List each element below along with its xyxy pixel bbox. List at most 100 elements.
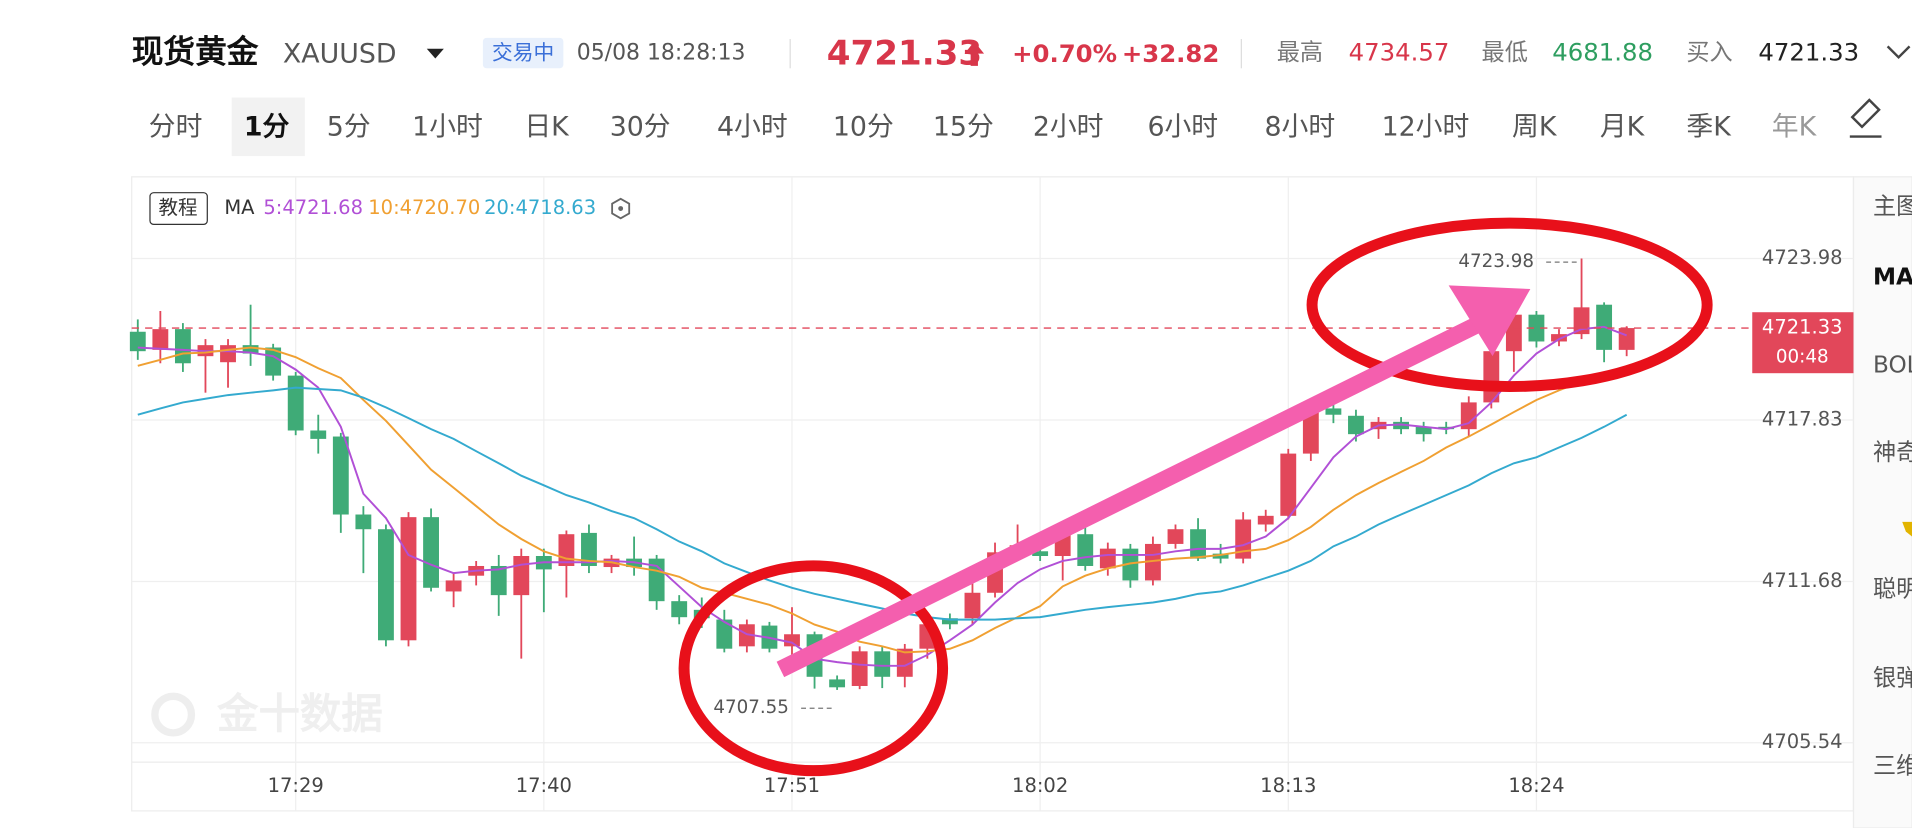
settings-icon[interactable] bbox=[611, 197, 631, 220]
watermark: 金十数据 bbox=[216, 690, 383, 738]
candle-body bbox=[716, 619, 733, 649]
candle-body bbox=[941, 618, 958, 625]
candle-body bbox=[1393, 421, 1410, 430]
last-price-label: 4721.33 bbox=[1762, 316, 1843, 339]
high-value: 4734.57 bbox=[1349, 38, 1450, 67]
low-value: 4681.88 bbox=[1552, 38, 1653, 67]
sidebar-item[interactable]: 三维 bbox=[1873, 754, 1912, 780]
status-text: 交易中 bbox=[492, 41, 554, 65]
y-tick-label: 4705.54 bbox=[1762, 730, 1843, 753]
candle-body bbox=[581, 532, 597, 566]
price: 4721.33 bbox=[827, 33, 982, 73]
x-tick-label: 17:40 bbox=[516, 774, 572, 797]
tab[interactable]: 5分 bbox=[327, 112, 371, 143]
period-tabs: 分时 1分 5分 1小时 日K 30分 4小时 10分 15分 2小时 6小时 8小时 12小时 周K 月K… bbox=[149, 97, 1818, 157]
sidebar-items: 主图 MA BOL 神奇聪明银弹三维 bbox=[1873, 194, 1912, 780]
candle-body bbox=[1032, 551, 1049, 557]
candle-body bbox=[874, 651, 891, 677]
candle-body bbox=[1145, 543, 1161, 581]
tab[interactable]: 6小时 bbox=[1147, 112, 1218, 143]
candle-body bbox=[784, 634, 800, 647]
sidebar-icon bbox=[1902, 521, 1912, 537]
candle-body bbox=[423, 517, 439, 588]
legend-entry: 20:4718.63 bbox=[484, 196, 596, 219]
datetime: 05/08 18:28:13 bbox=[577, 41, 746, 66]
legend-entry: 10:4720.70 bbox=[368, 196, 480, 219]
x-tick-label: 17:51 bbox=[764, 774, 820, 797]
symbol[interactable]: XAUUSD bbox=[283, 38, 397, 69]
tutorial-button[interactable] bbox=[149, 192, 208, 225]
countdown: 00:48 bbox=[1776, 346, 1829, 367]
candle-body bbox=[671, 601, 688, 618]
ma-label: MA bbox=[224, 196, 255, 219]
candle-body bbox=[1460, 402, 1477, 430]
tab-active-bg[interactable] bbox=[231, 97, 305, 157]
up-arrow-icon bbox=[964, 41, 985, 66]
tutorial-text[interactable]: 教程 bbox=[159, 196, 198, 219]
candle-body bbox=[1348, 415, 1364, 435]
tab[interactable]: 8小时 bbox=[1265, 112, 1336, 143]
sidebar-item[interactable]: 银弹 bbox=[1873, 666, 1912, 692]
sidebar-item[interactable]: 主图 bbox=[1873, 194, 1912, 220]
ma-line bbox=[137, 346, 1627, 654]
tab[interactable]: 15分 bbox=[933, 112, 994, 143]
candle-body bbox=[220, 345, 236, 363]
y-tick-label: 4723.98 bbox=[1762, 246, 1843, 269]
change-pct: +0.70% bbox=[1012, 39, 1117, 68]
tab[interactable]: 12小时 bbox=[1382, 112, 1470, 143]
y-tick-label: 4717.83 bbox=[1762, 407, 1843, 430]
candle-body bbox=[1415, 426, 1432, 435]
candle-body bbox=[287, 375, 304, 431]
ma-line bbox=[137, 325, 1628, 667]
tab[interactable]: 1小时 bbox=[412, 112, 483, 143]
dropdown-icon[interactable] bbox=[426, 48, 444, 59]
tab[interactable]: 月K bbox=[1600, 112, 1646, 143]
tab[interactable]: 季K bbox=[1686, 112, 1732, 143]
expand-icon[interactable] bbox=[1886, 45, 1911, 60]
tab[interactable]: 4小时 bbox=[717, 112, 788, 143]
candle-body bbox=[1280, 453, 1297, 516]
low-label: 最低 bbox=[1482, 40, 1528, 66]
tab[interactable]: 1分 bbox=[244, 112, 290, 143]
watermark-logo bbox=[151, 692, 196, 737]
tab[interactable]: 10分 bbox=[833, 112, 894, 143]
sidebar-item[interactable]: 神奇 bbox=[1873, 440, 1912, 466]
candle-body bbox=[558, 534, 575, 566]
high-label: 最高 bbox=[1277, 40, 1323, 66]
candle-body bbox=[310, 430, 327, 439]
tab[interactable]: 周K bbox=[1512, 112, 1558, 143]
sidebar-item[interactable]: BOL bbox=[1873, 352, 1912, 378]
circle-annotation bbox=[678, 560, 949, 777]
candle-body bbox=[174, 329, 191, 364]
tab[interactable]: 日K bbox=[524, 112, 570, 143]
candle-body bbox=[964, 592, 981, 619]
sidebar-item[interactable]: MA bbox=[1873, 265, 1912, 291]
candle-body bbox=[1438, 426, 1455, 430]
tab[interactable]: 30分 bbox=[610, 112, 671, 143]
plot: 4705.54 4711.68 4717.83 4723.98 17:29 17:40 17… bbox=[129, 176, 1854, 811]
change: +32.82 bbox=[1122, 39, 1220, 68]
tab[interactable]: 2小时 bbox=[1033, 112, 1104, 143]
x-tick-label: 18:02 bbox=[1012, 774, 1068, 797]
legend-entry: 5:4721.68 bbox=[263, 196, 363, 219]
legend: 5:4721.68 10:4720.70 20:4718.63 bbox=[263, 196, 596, 219]
candle-body bbox=[1077, 534, 1094, 566]
tab[interactable]: 年K bbox=[1772, 112, 1818, 143]
extreme-label: 4707.55 bbox=[713, 697, 789, 718]
last-price-box bbox=[1752, 312, 1854, 374]
candle-body bbox=[851, 651, 868, 686]
extreme-label: 4723.98 bbox=[1458, 251, 1534, 272]
tab[interactable]: 分时 bbox=[149, 112, 203, 143]
candle-body bbox=[152, 329, 169, 350]
bid-label: 买入 bbox=[1686, 40, 1732, 66]
candle-body bbox=[1257, 515, 1274, 525]
candle-body bbox=[1212, 553, 1229, 559]
candle-body bbox=[829, 679, 846, 688]
draw-tool-icon[interactable] bbox=[1849, 98, 1882, 138]
sidebar-item[interactable]: 聪明 bbox=[1873, 577, 1912, 603]
circle-annotation bbox=[1306, 217, 1713, 393]
candle-body bbox=[1099, 548, 1116, 569]
x-tick-label: 17:29 bbox=[268, 774, 324, 797]
